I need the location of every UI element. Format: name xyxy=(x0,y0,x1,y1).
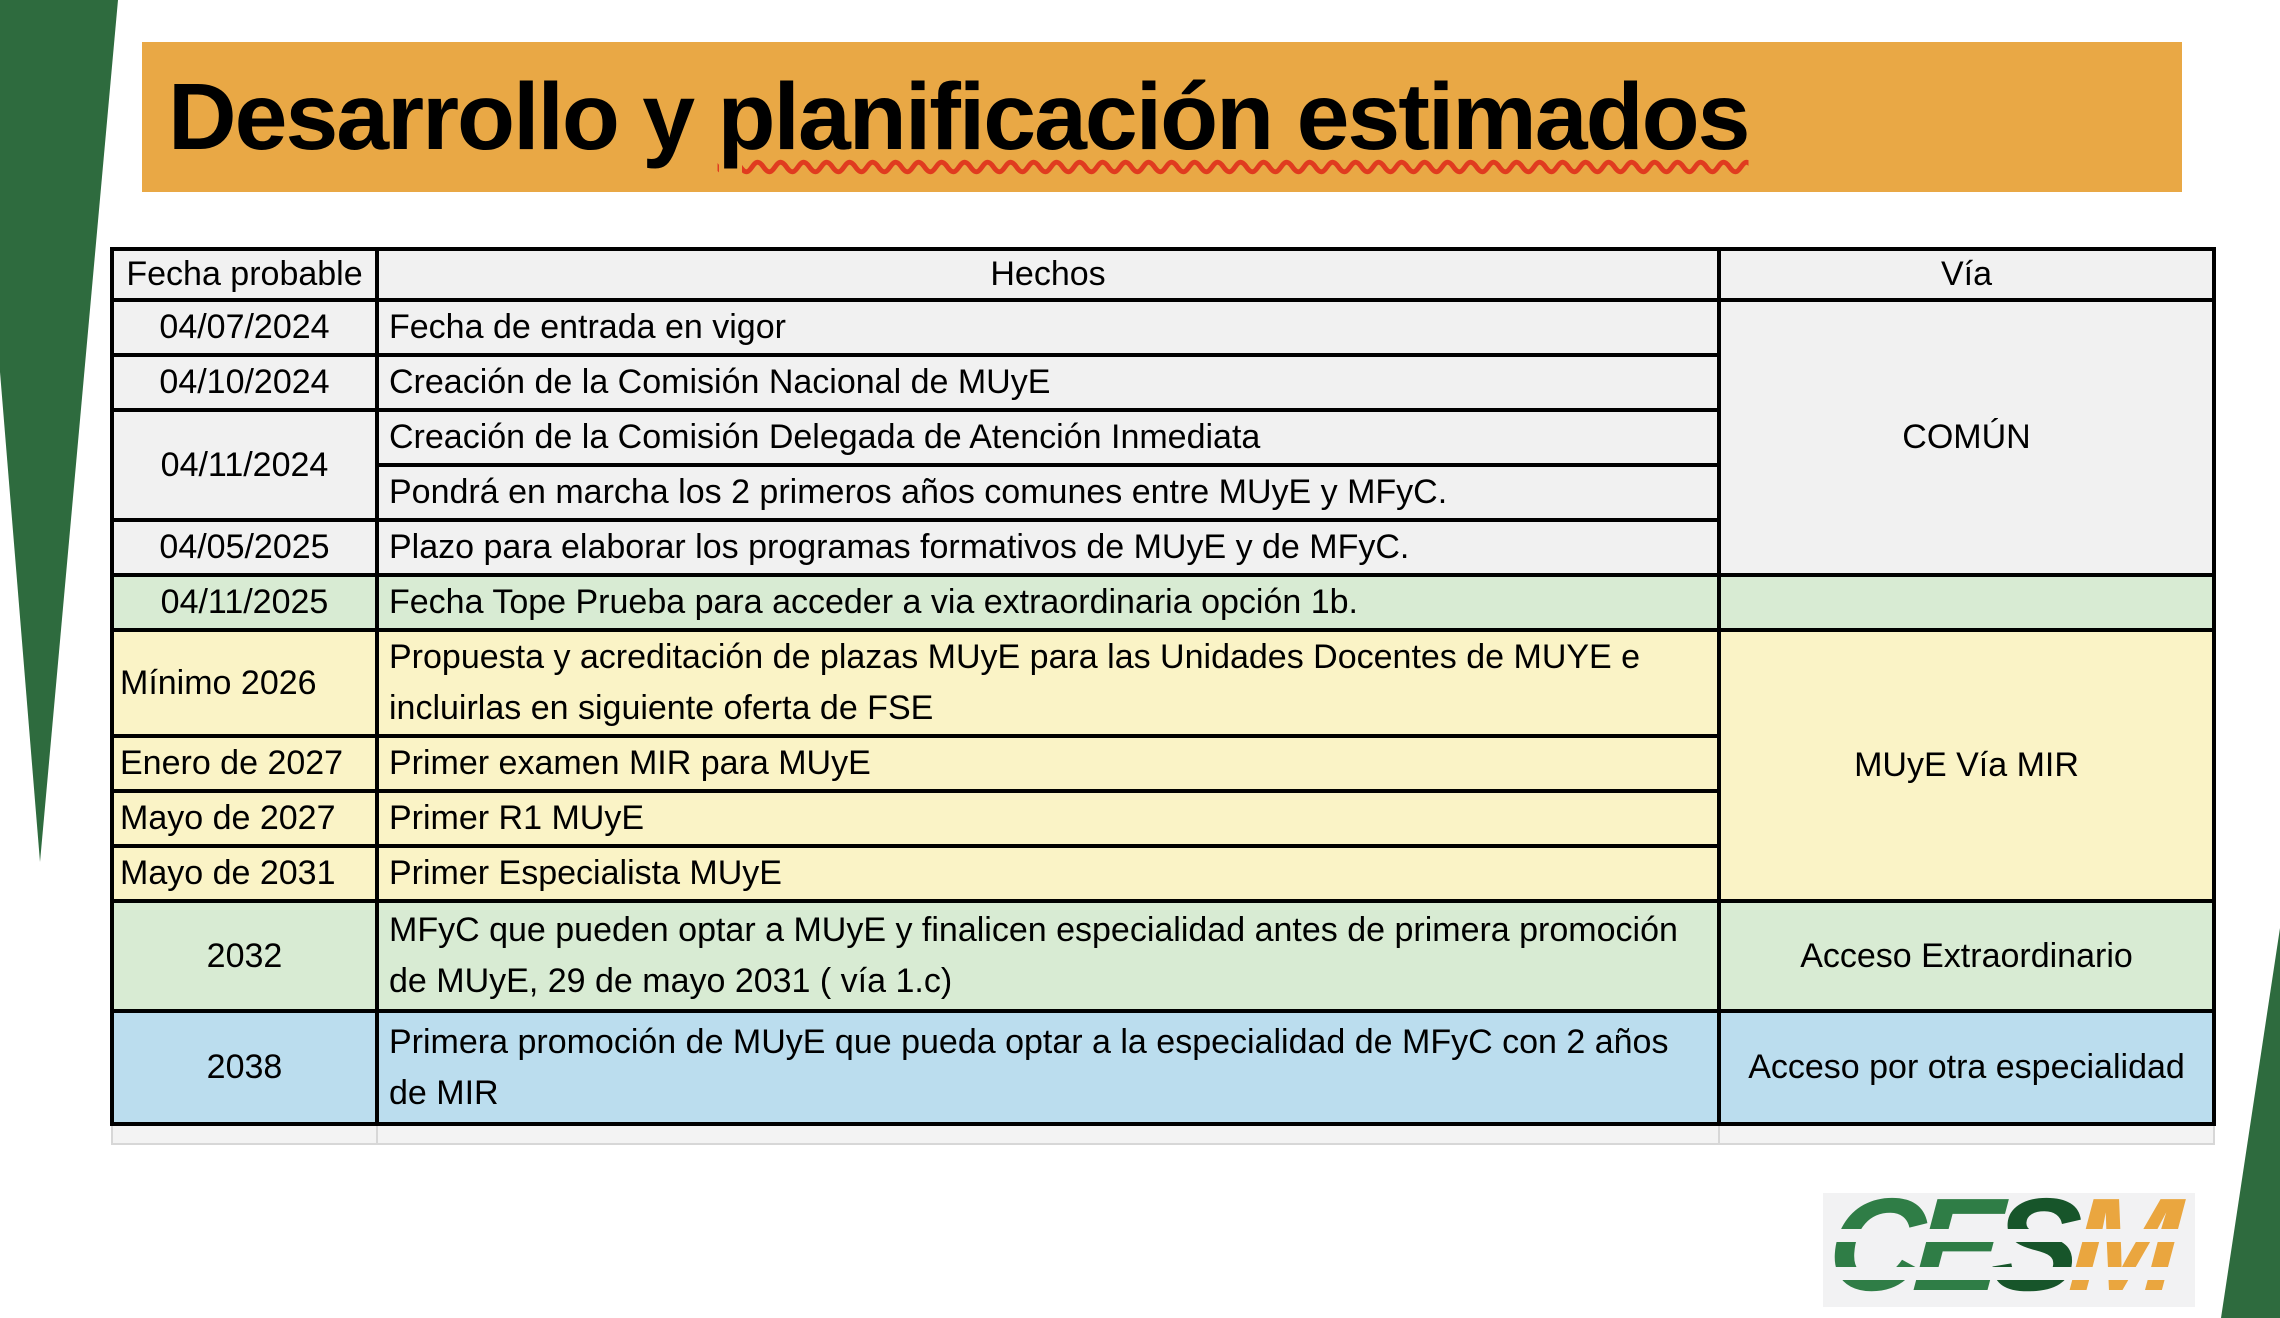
table-row: 04/11/2025 Fecha Tope Prueba para accede… xyxy=(110,573,2216,632)
event-cell: Primer examen MIR para MUyE xyxy=(375,734,1721,793)
date-cell: Mínimo 2026 xyxy=(110,628,379,738)
header-via: Vía xyxy=(1717,247,2216,302)
date-cell: Mayo de 2031 xyxy=(110,844,379,903)
table-row: Enero de 2027 Primer examen MIR para MUy… xyxy=(110,734,2214,793)
title-spellcheck-underlined: planificación estimados xyxy=(717,63,1751,170)
table-row: 04/05/2025 Plazo para elaborar los progr… xyxy=(110,518,2214,577)
empty-cell xyxy=(376,1123,1720,1145)
event-cell: Primer Especialista MUyE xyxy=(375,844,1721,903)
via-cell-comun: COMÚN xyxy=(1717,298,2216,577)
date-cell: 2032 xyxy=(110,899,379,1013)
empty-trailing-row xyxy=(111,1123,2215,1145)
table-header-row: Fecha probable Hechos Vía xyxy=(110,247,2216,302)
date-cell: Enero de 2027 xyxy=(110,734,379,793)
cesm-logo-letters: CESM xyxy=(1823,1193,2176,1307)
table-row: 04/10/2024 Creación de la Comisión Nacio… xyxy=(110,353,2214,412)
right-green-wedge-shape xyxy=(2221,928,2280,1318)
event-cell: Primer R1 MUyE xyxy=(375,789,1721,848)
table-row: Mayo de 2027 Primer R1 MUyE xyxy=(110,789,2214,848)
header-fecha-probable: Fecha probable xyxy=(110,247,379,302)
logo-stripe xyxy=(1823,1267,2195,1280)
via-cell-extraordinario: Acceso Extraordinario xyxy=(1717,899,2216,1013)
cesm-logo: CESM xyxy=(1823,1193,2195,1307)
event-cell: Propuesta y acreditación de plazas MUyE … xyxy=(375,628,1721,738)
header-hechos: Hechos xyxy=(375,247,1721,302)
event-cell: Fecha Tope Prueba para acceder a via ext… xyxy=(375,573,1721,632)
table-row: Mayo de 2031 Primer Especialista MUyE xyxy=(110,844,2214,903)
event-cell: Creación de la Comisión Delegada de Aten… xyxy=(375,408,1721,467)
via-cell-otra-especialidad: Acceso por otra especialidad xyxy=(1717,1009,2216,1126)
date-cell: 04/10/2024 xyxy=(110,353,379,412)
logo-stripe xyxy=(1823,1229,2195,1242)
date-cell: 04/11/2025 xyxy=(110,573,379,632)
page-title: Desarrollo y planificación estimados xyxy=(142,63,1751,172)
table-row: 04/07/2024 Fecha de entrada en vigor COM… xyxy=(110,298,2216,577)
timeline-table: Fecha probable Hechos Vía 04/07/2024 Fec… xyxy=(110,247,2216,1145)
title-banner: Desarrollo y planificación estimados xyxy=(142,42,2182,192)
logo-letter-s: S xyxy=(1987,1193,2076,1307)
event-cell: Pondrá en marcha los 2 primeros años com… xyxy=(375,463,1721,522)
empty-cell xyxy=(111,1123,378,1145)
logo-letter-e: E xyxy=(1909,1193,1998,1307)
logo-letter-m: M xyxy=(2065,1193,2176,1307)
event-cell: Plazo para elaborar los programas format… xyxy=(375,518,1721,577)
event-cell: Creación de la Comisión Nacional de MUyE xyxy=(375,353,1721,412)
event-cell: MFyC que pueden optar a MUyE y finalicen… xyxy=(375,899,1721,1013)
date-cell: 04/07/2024 xyxy=(110,298,379,357)
logo-letter-c: C xyxy=(1823,1193,1920,1307)
via-cell-mir: MUyE Vía MIR xyxy=(1717,628,2216,903)
via-cell-empty xyxy=(1717,573,2216,632)
table-row: 2032 MFyC que pueden optar a MUyE y fina… xyxy=(110,899,2216,1013)
date-cell: 04/05/2025 xyxy=(110,518,379,577)
date-cell: Mayo de 2027 xyxy=(110,789,379,848)
empty-cell xyxy=(1718,1123,2215,1145)
date-cell: 2038 xyxy=(110,1009,379,1126)
title-prefix: Desarrollo y xyxy=(168,63,718,170)
date-cell: 04/11/2024 xyxy=(110,408,379,522)
event-cell: Fecha de entrada en vigor xyxy=(375,298,1721,357)
table-row: Pondrá en marcha los 2 primeros años com… xyxy=(112,463,2214,522)
table-row: 04/11/2024 Creación de la Comisión Deleg… xyxy=(110,408,2214,522)
left-green-wedge-shape xyxy=(0,0,118,862)
event-cell: Primera promoción de MUyE que pueda opta… xyxy=(375,1009,1721,1126)
table-row: 2038 Primera promoción de MUyE que pueda… xyxy=(110,1009,2216,1126)
table-row: Mínimo 2026 Propuesta y acreditación de … xyxy=(110,628,2216,903)
